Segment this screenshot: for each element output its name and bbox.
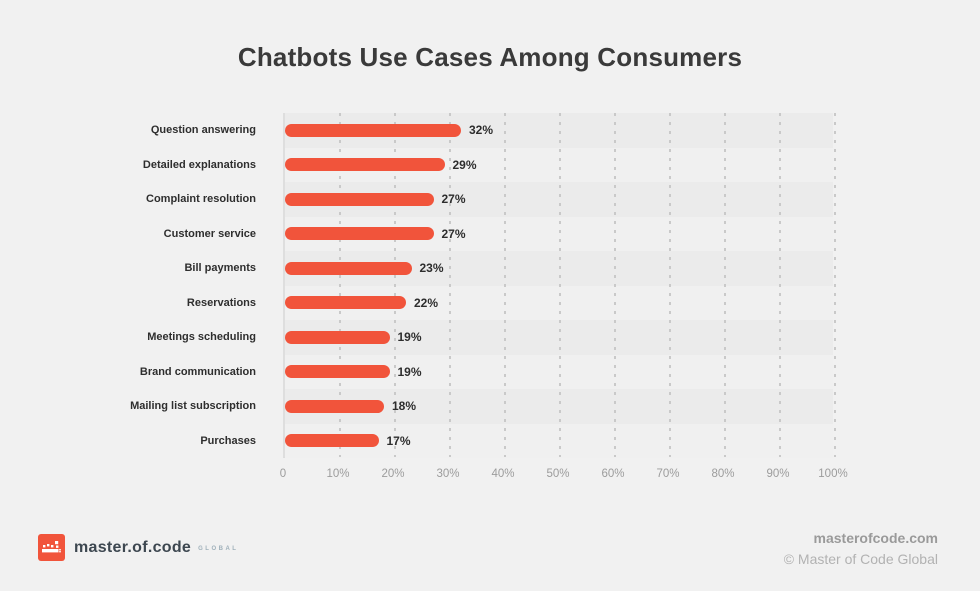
gridline: [394, 113, 396, 457]
x-axis-ticks: 0 10% 20% 30% 40% 50% 60% 70% 80% 90% 100%: [279, 468, 848, 484]
bar-value-label: 23%: [419, 261, 444, 276]
gridline: [779, 113, 781, 457]
bar-row: 22%: [285, 286, 833, 321]
footer-credits: masterofcode.com © Master of Code Global: [784, 530, 938, 567]
category-label: Purchases: [200, 434, 256, 447]
bar-row: 27%: [285, 182, 833, 217]
x-tick-label: 30%: [436, 468, 460, 480]
bar-row: 19%: [285, 320, 833, 355]
brand-name: master.of.code: [74, 538, 192, 556]
category-label: Detailed explanations: [142, 158, 256, 171]
category-label: Complaint resolution: [146, 193, 256, 206]
bar-value-label: 29%: [452, 157, 477, 172]
x-tick-label: 70%: [656, 468, 680, 480]
footer-website: masterofcode.com: [813, 530, 938, 546]
bar: [285, 123, 461, 137]
category-label: Mailing list subscription: [130, 400, 256, 413]
gridline: [504, 113, 506, 457]
category-label: Question answering: [150, 124, 256, 137]
brand-logo: master.of.code GLOBAL: [38, 534, 238, 561]
bar: [285, 399, 384, 413]
bar-row: 19%: [285, 355, 833, 390]
brand-suffix: GLOBAL: [198, 546, 239, 552]
bar-value-label: 18%: [392, 399, 417, 414]
x-tick-label: 60%: [601, 468, 625, 480]
bar-value-label: 27%: [441, 226, 466, 241]
bar-row: 29%: [285, 148, 833, 183]
gridline: [834, 113, 836, 457]
bar: [285, 365, 390, 379]
bar-row: 23%: [285, 251, 833, 286]
bar-value-label: 19%: [397, 364, 422, 379]
x-tick-label: 20%: [381, 468, 405, 480]
category-label: Brand communication: [139, 365, 256, 378]
gridline: [614, 113, 616, 457]
bar-row: 27%: [285, 217, 833, 252]
bar-value-label: 27%: [441, 192, 466, 207]
bar-row: 17%: [285, 424, 833, 459]
category-label: Reservations: [186, 296, 256, 309]
plot-area: 32% 29% 27% 27% 23% 22% 19% 19% 18% 17%: [283, 113, 836, 459]
bar: [285, 227, 434, 241]
gridline: [449, 113, 451, 457]
bar: [285, 330, 390, 344]
bar-value-label: 32%: [469, 123, 494, 138]
bar: [285, 158, 445, 172]
footer-copyright: © Master of Code Global: [783, 551, 938, 567]
category-label: Bill payments: [184, 262, 256, 275]
bar-value-label: 22%: [414, 295, 439, 310]
bar-value-label: 19%: [397, 330, 422, 345]
gridline: [669, 113, 671, 457]
x-tick-label: 40%: [491, 468, 515, 480]
x-tick-label: 50%: [546, 468, 570, 480]
x-tick-label: 80%: [711, 468, 735, 480]
gridline: [724, 113, 726, 457]
master-of-code-logo-icon: [38, 534, 65, 561]
bar-value-label: 17%: [386, 433, 411, 448]
chart-title: Chatbots Use Cases Among Consumers: [237, 42, 743, 72]
category-label: Customer service: [163, 227, 256, 240]
gridline: [559, 113, 561, 457]
bar: [285, 261, 412, 275]
x-tick-label: 90%: [766, 468, 790, 480]
bar-row: 18%: [285, 389, 833, 424]
bar-row: 32%: [285, 113, 833, 148]
bar: [285, 296, 406, 310]
bar: [285, 434, 379, 448]
category-labels: Question answering Detailed explanations C…: [0, 113, 256, 458]
gridline: [339, 113, 341, 457]
x-tick-label: 100%: [818, 468, 848, 480]
bar: [285, 192, 434, 206]
category-label: Meetings scheduling: [147, 331, 256, 344]
x-tick-label: 10%: [326, 468, 350, 480]
x-tick-label: 0: [279, 468, 287, 480]
